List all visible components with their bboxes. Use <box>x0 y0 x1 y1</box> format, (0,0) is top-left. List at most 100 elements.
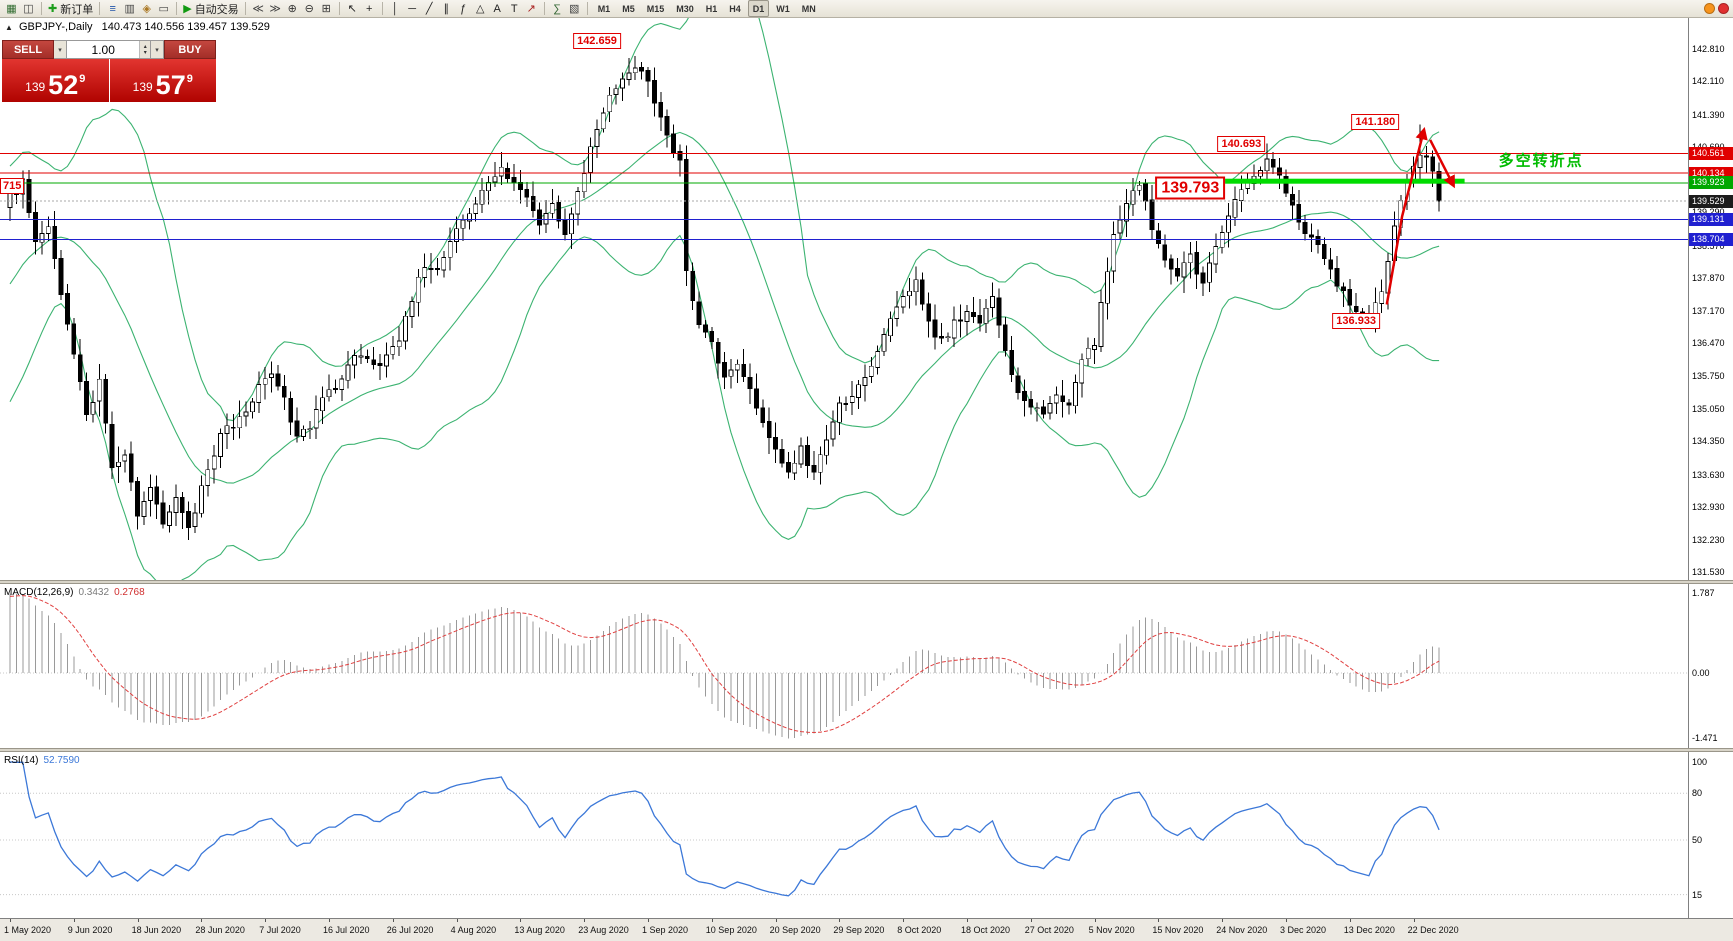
shapes-icon: △ <box>475 2 485 15</box>
impulse-up-arrow[interactable] <box>1385 126 1428 305</box>
rsi-tick-label: 100 <box>1692 757 1708 767</box>
price-tick-label: 142.810 <box>1692 44 1725 54</box>
timeframe-m1-button[interactable]: M1 <box>597 3 611 14</box>
ask-pipette: 9 <box>186 73 193 85</box>
new-chart-button[interactable]: ▦ <box>3 1 20 17</box>
time-tick <box>1349 919 1351 922</box>
date-label: 4 Aug 2020 <box>450 925 497 935</box>
templates-button[interactable]: ▧ <box>566 1 583 17</box>
timeframe-w1-button[interactable]: W1 <box>776 3 790 14</box>
volume-down-icon[interactable]: ▾ <box>143 49 147 56</box>
main-chart-canvas[interactable] <box>0 18 1688 580</box>
bid-price-display[interactable]: 139 52 9 <box>2 59 110 102</box>
chart-shift-button[interactable]: ≪ <box>250 1 267 17</box>
toolbar-separator <box>99 2 101 15</box>
indicators-button[interactable]: ∑ <box>549 1 566 17</box>
rsi-canvas[interactable] <box>0 752 1688 918</box>
chevron-down-icon: ▾ <box>58 46 62 54</box>
date-label: 27 Oct 2020 <box>1024 925 1074 935</box>
crosshair-button[interactable]: + <box>361 1 378 17</box>
profiles-button[interactable]: ◫ <box>20 1 37 17</box>
horizontal-line-button[interactable]: ─ <box>404 1 421 17</box>
rsi-tick-label: 80 <box>1692 788 1703 799</box>
navigator-button[interactable]: ◈ <box>138 1 155 17</box>
pullback-down-arrow[interactable] <box>1429 139 1455 189</box>
bid-pips: 52 <box>48 70 79 100</box>
time-tick <box>1222 919 1224 922</box>
chart-header: ▲ GBPJPY-,Daily 140.473 140.556 139.457 … <box>5 21 270 33</box>
date-label: 20 Sep 2020 <box>769 925 821 935</box>
fibonacci-button[interactable]: ƒ <box>455 1 472 17</box>
highlight-line[interactable] <box>1222 178 1465 184</box>
date-label: 7 Jul 2020 <box>259 925 301 935</box>
price-annotation-partial[interactable]: 715 <box>0 177 25 194</box>
time-tick <box>775 919 777 922</box>
macd-tick-label: 1.787 <box>1692 588 1715 599</box>
arrows-button[interactable]: ↗ <box>523 1 540 17</box>
chevron-down-icon: ▾ <box>155 46 159 54</box>
price-line-tag: 140.561 <box>1689 146 1733 160</box>
time-tick <box>329 919 330 922</box>
timeframe-mn-button[interactable]: MN <box>801 3 816 14</box>
data-window-button[interactable]: ▥ <box>121 1 138 17</box>
indicators-icon: ∑ <box>553 2 562 15</box>
timeframe-m5-button[interactable]: M5 <box>622 3 635 14</box>
ask-price-display[interactable]: 139 57 9 <box>109 59 216 102</box>
label-icon: T <box>510 2 518 15</box>
panel-resize-handle[interactable] <box>0 748 1733 752</box>
price-tick-label: 135.050 <box>1692 403 1725 414</box>
trendline-button[interactable]: ╱ <box>421 1 438 17</box>
volume-up-icon[interactable]: ▴ <box>143 43 147 50</box>
vertical-line-button[interactable]: │ <box>387 1 404 17</box>
text-icon: A <box>493 2 501 15</box>
label-button[interactable]: T <box>506 1 523 17</box>
community-icon[interactable] <box>1704 3 1715 14</box>
zoom-in-button[interactable]: ⊕ <box>284 1 301 17</box>
timeframe-h4-button[interactable]: H4 <box>729 3 741 14</box>
panel-resize-handle[interactable] <box>0 580 1733 584</box>
new-chart-icon: ▦ <box>6 2 17 15</box>
text-button[interactable]: A <box>489 1 506 17</box>
chart-shift-icon: ≪ <box>252 2 264 15</box>
shapes-button[interactable]: △ <box>472 1 489 17</box>
time-axis[interactable]: 1 May 2020 9 Jun 2020 18 Jun 2020 28 Jun 20… <box>0 918 1733 941</box>
autotrading-button-label: 自动交易 <box>194 3 239 16</box>
toolbar-right-icons <box>1704 3 1729 14</box>
time-tick <box>520 919 522 922</box>
zoom-out-button[interactable]: ⊖ <box>301 1 318 17</box>
macd-canvas[interactable] <box>0 584 1688 748</box>
tile-windows-button[interactable]: ⊞ <box>318 1 335 17</box>
timeframe-m30-button[interactable]: M30 <box>676 3 694 14</box>
sell-button[interactable]: SELL <box>2 40 54 59</box>
price-line-tag: 140.134 <box>1689 166 1733 180</box>
toolbar-separator <box>41 2 42 15</box>
time-tick <box>137 919 139 922</box>
price-line-tag: 139.131 <box>1689 213 1733 227</box>
buy-order-type-dropdown[interactable]: ▾ <box>151 40 164 59</box>
buy-button[interactable]: BUY <box>164 40 216 59</box>
ohlc-values: 140.473 140.556 139.457 139.529 <box>101 21 270 33</box>
timeframe-d1-button[interactable]: D1 <box>747 0 770 17</box>
time-tick <box>201 919 203 922</box>
terminal-button[interactable]: ▭ <box>155 1 172 17</box>
channel-button[interactable]: ∥ <box>438 1 455 17</box>
cursor-button[interactable]: ↖ <box>344 1 361 17</box>
bid-big-figure: 139 <box>25 80 46 94</box>
date-label: 18 Jun 2020 <box>131 925 182 935</box>
volume-input[interactable] <box>67 41 140 58</box>
current-price-tag: 139.529 <box>1689 194 1733 208</box>
new-order-button[interactable]: ✚ 新订单 <box>46 1 95 17</box>
timeframe-h1-button[interactable]: H1 <box>705 3 718 14</box>
price-line-tag: 138.704 <box>1689 232 1733 246</box>
alerts-icon[interactable] <box>1718 3 1729 14</box>
price-tick-label: 139.290 <box>1692 207 1725 217</box>
toolbar-separator <box>176 2 178 15</box>
one-click-toggle-icon[interactable]: ▲ <box>5 23 13 32</box>
timeframe-m15-button[interactable]: M15 <box>646 3 665 14</box>
autotrading-button[interactable]: ▶ 自动交易 <box>181 1 240 17</box>
market-watch-button[interactable]: ≡ <box>104 1 121 17</box>
auto-scroll-button[interactable]: ≫ <box>267 1 284 17</box>
sell-order-type-dropdown[interactable]: ▾ <box>54 40 67 59</box>
date-label: 13 Aug 2020 <box>514 925 565 935</box>
